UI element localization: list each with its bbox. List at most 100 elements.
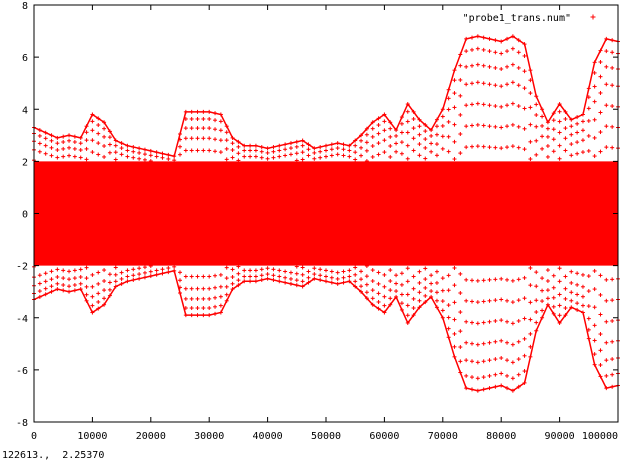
data-point	[534, 94, 539, 99]
data-point	[475, 144, 480, 149]
data-point	[470, 341, 474, 346]
data-point	[598, 130, 603, 135]
data-point	[580, 119, 585, 124]
y-tick-label: 8	[22, 1, 28, 12]
data-point	[166, 152, 171, 157]
data-point	[43, 271, 48, 276]
data-point	[464, 82, 469, 87]
data-point	[434, 124, 439, 129]
data-point	[598, 60, 603, 65]
data-point	[475, 34, 480, 39]
data-point	[376, 281, 381, 286]
data-point	[347, 268, 352, 273]
data-point	[540, 299, 545, 304]
data-point	[405, 266, 410, 271]
data-point	[131, 267, 136, 272]
data-point	[37, 128, 42, 133]
data-point	[540, 114, 545, 119]
x-tick-label: 60000	[369, 431, 399, 442]
data-point	[446, 107, 451, 112]
data-point	[300, 284, 305, 289]
data-point	[557, 143, 562, 148]
data-point	[335, 146, 340, 151]
data-point	[610, 38, 615, 43]
data-point	[329, 280, 334, 285]
data-point	[434, 305, 439, 310]
data-point	[592, 154, 597, 159]
data-point	[475, 321, 480, 326]
data-point	[90, 138, 95, 143]
data-point	[505, 36, 510, 41]
data-point	[131, 145, 136, 150]
data-point	[78, 274, 83, 279]
data-point	[399, 121, 404, 126]
data-point	[545, 126, 550, 131]
data-point	[528, 157, 533, 162]
data-point	[534, 284, 539, 289]
data-point	[113, 138, 118, 143]
data-point	[382, 112, 387, 117]
data-point	[516, 372, 521, 377]
data-point	[411, 148, 416, 153]
data-point	[90, 294, 95, 299]
data-point	[288, 146, 293, 151]
data-point	[49, 145, 54, 150]
data-point	[353, 265, 358, 270]
y-tick-label: -8	[16, 418, 28, 429]
data-point	[557, 102, 562, 107]
data-point	[592, 305, 597, 310]
data-point	[423, 156, 428, 161]
data-point	[458, 151, 463, 156]
data-point	[604, 298, 609, 303]
data-point	[522, 126, 527, 131]
data-point	[43, 151, 48, 156]
data-point	[382, 294, 387, 299]
data-point	[102, 120, 107, 125]
data-point	[364, 290, 369, 295]
data-point	[545, 134, 550, 139]
data-point	[224, 157, 229, 162]
data-point	[189, 313, 194, 318]
data-point	[154, 154, 159, 159]
data-point	[125, 148, 130, 153]
data-point	[218, 310, 223, 315]
data-point	[90, 284, 95, 289]
data-point	[335, 281, 340, 286]
data-point	[183, 109, 188, 114]
data-point	[604, 124, 609, 129]
data-point	[458, 370, 463, 375]
data-point	[394, 128, 399, 133]
data-point	[528, 344, 533, 349]
data-point	[201, 148, 206, 153]
data-point	[411, 109, 416, 114]
data-point	[388, 154, 393, 159]
data-point	[277, 148, 282, 153]
data-point	[142, 270, 147, 275]
data-point	[43, 279, 48, 284]
data-point	[534, 112, 539, 117]
data-point	[312, 146, 317, 151]
data-point	[154, 272, 159, 277]
data-point	[329, 153, 334, 158]
data-point	[131, 149, 136, 154]
data-point	[364, 140, 369, 145]
data-point	[604, 319, 609, 324]
data-point	[119, 152, 124, 157]
data-point	[394, 133, 399, 138]
data-point	[178, 270, 182, 275]
data-point	[277, 274, 282, 279]
data-point	[265, 146, 270, 151]
data-point	[481, 278, 486, 283]
data-point	[224, 276, 229, 281]
data-point	[434, 142, 439, 147]
data-point	[84, 146, 89, 151]
data-point	[557, 292, 562, 297]
data-point	[166, 266, 171, 271]
data-point	[493, 384, 498, 389]
data-point	[534, 152, 539, 157]
data-point	[306, 275, 311, 280]
data-point	[470, 123, 474, 128]
data-point	[49, 138, 54, 143]
data-point	[236, 278, 241, 283]
